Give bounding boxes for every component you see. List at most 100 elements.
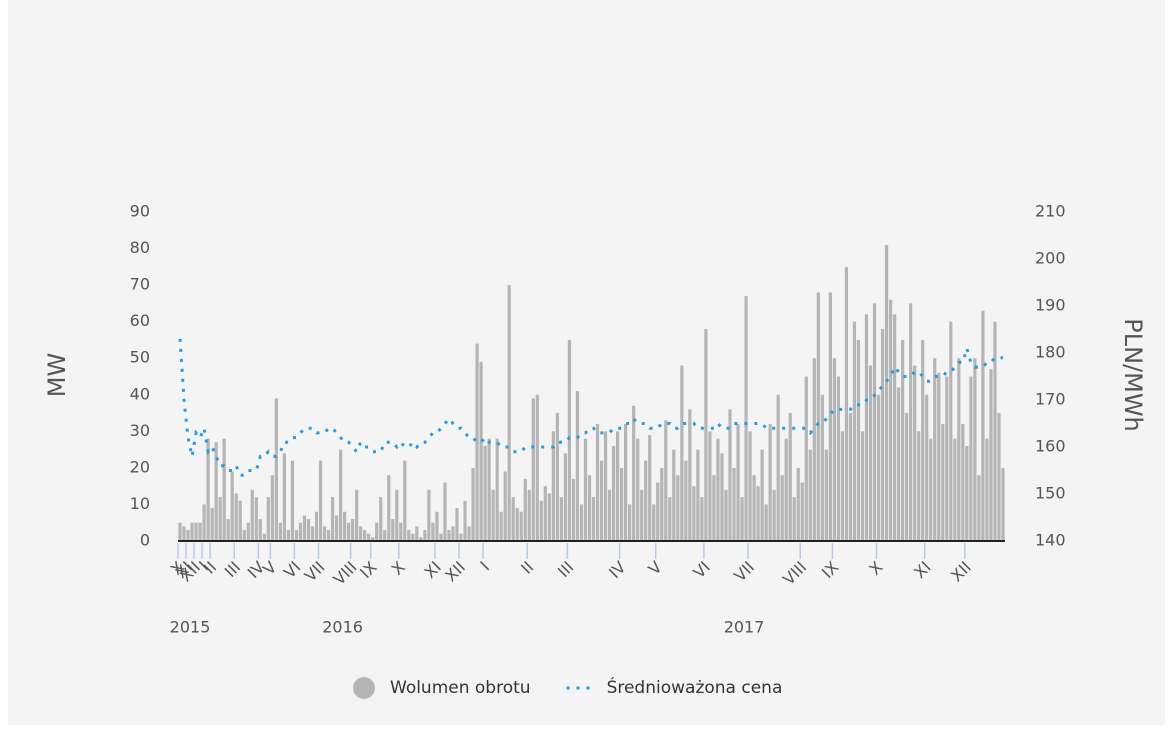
bar (921, 339, 925, 541)
bar (856, 339, 861, 541)
bar (620, 467, 624, 541)
bar (439, 533, 443, 541)
bar (897, 387, 901, 541)
legend-label: Wolumen obrotu (390, 678, 531, 698)
bar (599, 460, 604, 541)
bar (993, 321, 997, 541)
y-tick-label: 60 (130, 311, 150, 330)
bar (194, 522, 198, 541)
y-tick-label: 10 (130, 494, 150, 513)
bar (615, 431, 620, 541)
bar (178, 522, 182, 541)
y2-tick-label: 170 (1035, 390, 1066, 409)
bar (563, 453, 568, 541)
bar (880, 328, 885, 541)
bar (905, 413, 909, 541)
year-label: 2015 (170, 618, 211, 637)
year-label: 2016 (322, 618, 363, 637)
y-tick-label: 80 (130, 238, 150, 257)
bar (431, 522, 435, 541)
bar (519, 511, 523, 541)
bar (611, 445, 616, 541)
bar (720, 453, 724, 541)
bar (363, 530, 367, 541)
bar (535, 394, 539, 541)
bar (603, 431, 608, 541)
bar (523, 478, 527, 541)
bar (888, 299, 893, 541)
bar (571, 478, 576, 541)
bar (852, 321, 857, 541)
bar (351, 519, 355, 541)
bar (913, 365, 917, 541)
bar (330, 497, 335, 541)
bar (579, 504, 584, 541)
bar (997, 413, 1001, 541)
y-tick-label: 70 (130, 275, 150, 294)
bar (210, 508, 214, 541)
bar (909, 303, 913, 541)
bar (973, 358, 977, 541)
bar (860, 431, 865, 541)
y2-tick-label: 190 (1035, 296, 1066, 315)
bar (800, 482, 804, 541)
bar (784, 438, 788, 541)
bar (463, 500, 467, 541)
bar (824, 449, 828, 541)
bar (551, 431, 555, 541)
bar (306, 519, 311, 541)
bar (503, 471, 507, 541)
bar (539, 500, 543, 541)
bar (672, 449, 676, 541)
bar (929, 438, 933, 541)
bar (820, 394, 824, 541)
bar (788, 413, 792, 541)
bar (696, 449, 700, 541)
bar (965, 445, 969, 541)
bar (804, 376, 808, 541)
bar (816, 292, 820, 541)
bar (768, 424, 772, 541)
bar (483, 445, 487, 541)
bar (660, 467, 664, 541)
bar (547, 493, 551, 541)
bar (728, 409, 732, 541)
bar (447, 530, 451, 541)
bar (752, 475, 756, 541)
bar (780, 475, 784, 541)
bar (543, 486, 547, 541)
y-tick-label: 90 (130, 202, 150, 221)
bar (985, 438, 989, 541)
bar (732, 467, 736, 541)
bar (555, 413, 559, 541)
bar (206, 438, 210, 541)
bar (423, 530, 427, 541)
bar (182, 526, 186, 541)
bar (772, 489, 776, 541)
bar (664, 420, 668, 541)
bar (230, 471, 234, 541)
bar (258, 519, 262, 541)
bar (419, 537, 423, 541)
y2-tick-label: 160 (1035, 437, 1066, 456)
bar (628, 504, 632, 541)
bar (716, 438, 720, 541)
bar (872, 303, 877, 541)
bar (901, 339, 905, 541)
bar (704, 328, 708, 541)
bar (640, 489, 644, 541)
bar (399, 522, 403, 541)
bar (591, 497, 596, 541)
bar (527, 489, 531, 541)
bar (298, 522, 303, 541)
bar (756, 486, 760, 541)
bar (242, 530, 246, 541)
year-label: 2017 (724, 618, 765, 637)
bar (455, 508, 459, 541)
y-axis-label: MW (43, 353, 71, 397)
background (8, 0, 1165, 725)
bar (668, 497, 672, 541)
bar (282, 453, 286, 541)
bar (479, 361, 483, 541)
